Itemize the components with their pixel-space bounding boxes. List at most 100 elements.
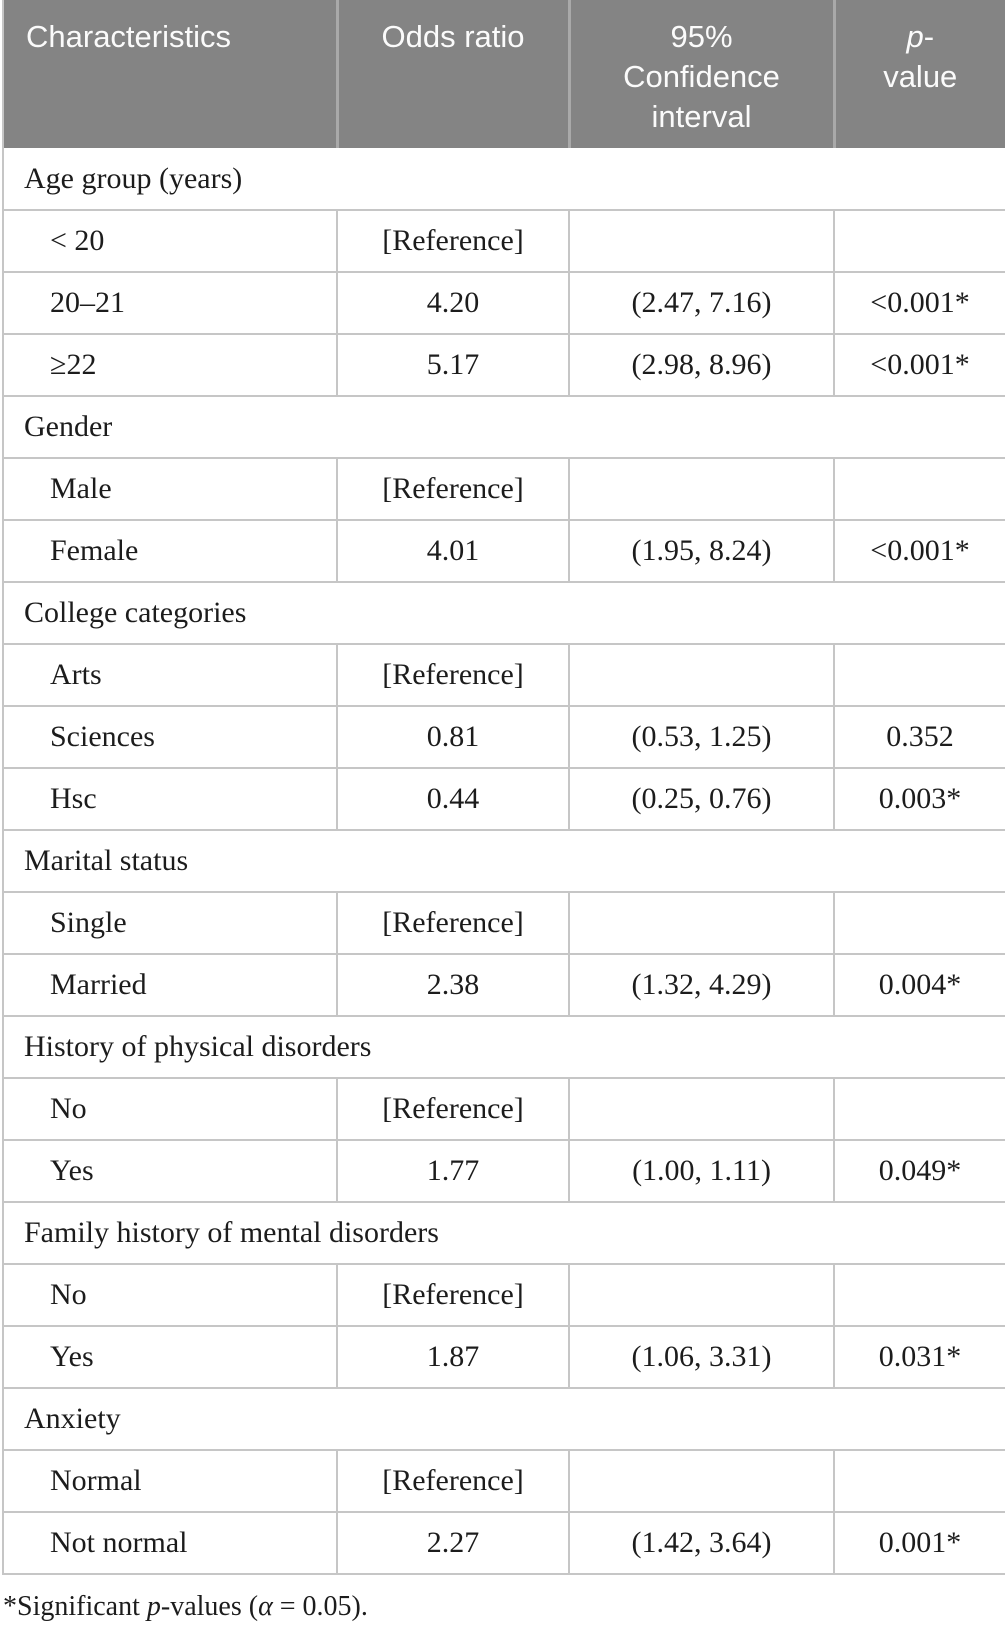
characteristic-cell: Normal <box>3 1450 337 1513</box>
confidence-interval-cell: (2.98, 8.96) <box>568 334 834 397</box>
table-row: Normal [Reference] <box>3 1450 1005 1513</box>
table-row: < 20 [Reference] <box>3 210 1005 273</box>
p-value-cell: 0.352 <box>833 706 1005 769</box>
characteristic-cell: Married <box>3 954 337 1017</box>
table-row: Not normal 2.27 (1.42, 3.64) 0.001* <box>3 1512 1005 1575</box>
confidence-interval-cell <box>568 210 834 273</box>
odds-ratio-cell: [Reference] <box>336 892 569 955</box>
odds-ratio-cell: 1.87 <box>336 1326 569 1389</box>
confidence-interval-cell: (0.53, 1.25) <box>568 706 834 769</box>
group-row-label: Age group (years) <box>3 148 1005 211</box>
group-row-label: History of physical disorders <box>3 1016 1005 1079</box>
col-header-confidence-interval: 95% Confidence interval <box>567 0 834 148</box>
characteristic-cell: No <box>3 1078 337 1141</box>
col-header-p-value: p- value <box>832 0 1005 148</box>
odds-ratio-cell: 2.27 <box>336 1512 569 1575</box>
odds-ratio-cell: [Reference] <box>336 1450 569 1513</box>
p-value-cell: 0.001* <box>833 1512 1005 1575</box>
group-row: Age group (years) <box>3 148 1005 211</box>
confidence-interval-cell <box>568 458 834 521</box>
table-row: Yes 1.77 (1.00, 1.11) 0.049* <box>3 1140 1005 1203</box>
characteristic-cell: Hsc <box>3 768 337 831</box>
odds-ratio-cell: 0.81 <box>336 706 569 769</box>
group-row-label: Anxiety <box>3 1388 1005 1451</box>
characteristic-cell: < 20 <box>3 210 337 273</box>
confidence-interval-cell <box>568 1078 834 1141</box>
characteristic-cell: No <box>3 1264 337 1327</box>
table-row: No [Reference] <box>3 1264 1005 1327</box>
group-row: Anxiety <box>3 1388 1005 1451</box>
confidence-interval-cell: (2.47, 7.16) <box>568 272 834 335</box>
table-row: Single [Reference] <box>3 892 1005 955</box>
characteristic-cell: Yes <box>3 1140 337 1203</box>
confidence-interval-cell <box>568 1450 834 1513</box>
characteristic-cell: Arts <box>3 644 337 707</box>
confidence-interval-cell: (1.00, 1.11) <box>568 1140 834 1203</box>
table-row: Arts [Reference] <box>3 644 1005 707</box>
confidence-interval-cell: (1.95, 8.24) <box>568 520 834 583</box>
confidence-interval-cell <box>568 1264 834 1327</box>
characteristic-cell: Male <box>3 458 337 521</box>
table-row: 20–21 4.20 (2.47, 7.16) <0.001* <box>3 272 1005 335</box>
odds-ratio-table: Characteristics Odds ratio 95% Confidenc… <box>2 0 1005 1575</box>
table-row: Yes 1.87 (1.06, 3.31) 0.031* <box>3 1326 1005 1389</box>
characteristic-cell: 20–21 <box>3 272 337 335</box>
characteristic-cell: Single <box>3 892 337 955</box>
odds-ratio-cell: 1.77 <box>336 1140 569 1203</box>
table-row: Female 4.01 (1.95, 8.24) <0.001* <box>3 520 1005 583</box>
odds-ratio-cell: [Reference] <box>336 1264 569 1327</box>
table-row: Male [Reference] <box>3 458 1005 521</box>
odds-ratio-cell: 0.44 <box>336 768 569 831</box>
group-row: History of physical disorders <box>3 1016 1005 1079</box>
table-row: ≥22 5.17 (2.98, 8.96) <0.001* <box>3 334 1005 397</box>
p-value-cell: 0.049* <box>833 1140 1005 1203</box>
group-row: Gender <box>3 396 1005 459</box>
p-value-cell: 0.003* <box>833 768 1005 831</box>
p-value-cell <box>833 210 1005 273</box>
odds-ratio-cell: 4.20 <box>336 272 569 335</box>
confidence-interval-cell: (1.32, 4.29) <box>568 954 834 1017</box>
table-header-row: Characteristics Odds ratio 95% Confidenc… <box>3 0 1005 148</box>
group-row-label: Gender <box>3 396 1005 459</box>
odds-ratio-cell: [Reference] <box>336 644 569 707</box>
p-value-cell <box>833 1450 1005 1513</box>
table-row: No [Reference] <box>3 1078 1005 1141</box>
characteristic-cell: Sciences <box>3 706 337 769</box>
characteristic-cell: Yes <box>3 1326 337 1389</box>
confidence-interval-cell: (1.06, 3.31) <box>568 1326 834 1389</box>
group-row-label: Marital status <box>3 830 1005 893</box>
p-value-cell <box>833 458 1005 521</box>
p-value-cell <box>833 892 1005 955</box>
group-row-label: Family history of mental disorders <box>3 1202 1005 1265</box>
p-value-cell: <0.001* <box>833 334 1005 397</box>
characteristic-cell: Not normal <box>3 1512 337 1575</box>
p-value-cell: 0.004* <box>833 954 1005 1017</box>
p-value-cell <box>833 1078 1005 1141</box>
odds-ratio-cell: 2.38 <box>336 954 569 1017</box>
confidence-interval-cell <box>568 892 834 955</box>
odds-ratio-cell: [Reference] <box>336 1078 569 1141</box>
table-footnote: *Significant p-values (α = 0.05). <box>3 1591 368 1622</box>
characteristic-cell: ≥22 <box>3 334 337 397</box>
confidence-interval-cell: (1.42, 3.64) <box>568 1512 834 1575</box>
col-header-odds-ratio: Odds ratio <box>335 0 569 148</box>
group-row: College categories <box>3 582 1005 645</box>
confidence-interval-cell: (0.25, 0.76) <box>568 768 834 831</box>
p-value-cell <box>833 644 1005 707</box>
table-row: Married 2.38 (1.32, 4.29) 0.004* <box>3 954 1005 1017</box>
col-header-characteristics: Characteristics <box>3 0 337 148</box>
confidence-interval-cell <box>568 644 834 707</box>
odds-ratio-cell: [Reference] <box>336 210 569 273</box>
p-value-cell: <0.001* <box>833 520 1005 583</box>
table-row: Hsc 0.44 (0.25, 0.76) 0.003* <box>3 768 1005 831</box>
group-row-label: College categories <box>3 582 1005 645</box>
characteristic-cell: Female <box>3 520 337 583</box>
table-row: Sciences 0.81 (0.53, 1.25) 0.352 <box>3 706 1005 769</box>
odds-ratio-cell: [Reference] <box>336 458 569 521</box>
p-value-cell: 0.031* <box>833 1326 1005 1389</box>
group-row: Marital status <box>3 830 1005 893</box>
p-value-cell <box>833 1264 1005 1327</box>
p-value-cell: <0.001* <box>833 272 1005 335</box>
group-row: Family history of mental disorders <box>3 1202 1005 1265</box>
